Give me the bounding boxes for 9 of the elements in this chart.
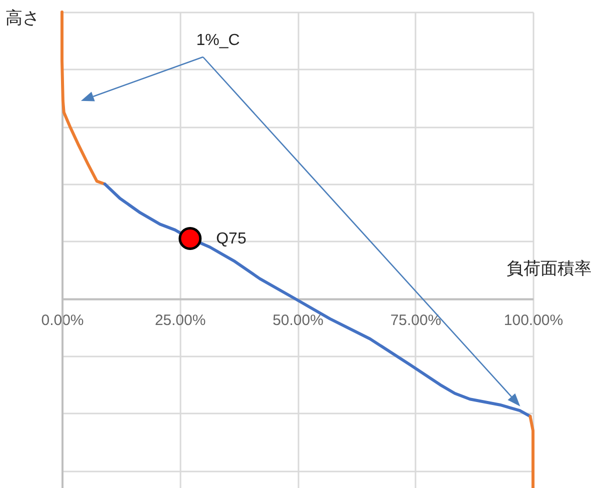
annotation: Q75: [216, 230, 246, 248]
x-tick-label: 25.00%: [154, 312, 206, 330]
x-tick-label: 100.00%: [504, 312, 564, 330]
y-axis-title: 高さ: [6, 8, 40, 28]
x-tick-label: 0.00%: [41, 312, 84, 330]
x-tick-label: 50.00%: [272, 312, 324, 330]
x-axis-title: 負荷面積率: [506, 259, 591, 278]
annotation: 1%_C: [196, 32, 240, 49]
x-tick-label: 75.00%: [390, 312, 442, 330]
